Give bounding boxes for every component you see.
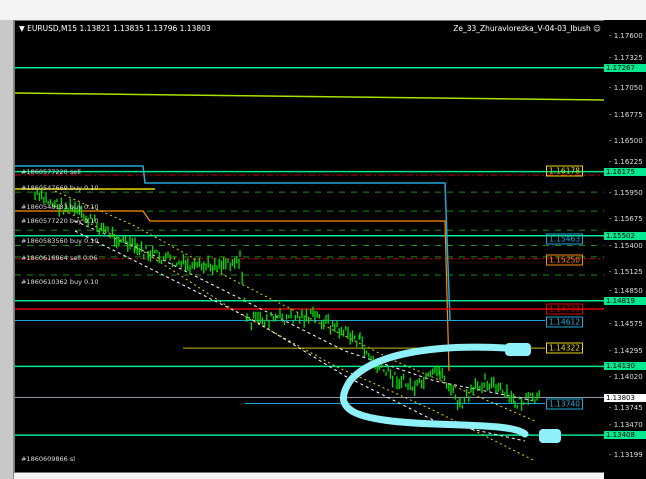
price-chart[interactable]: #1860577220 sell #1860547669 buy 0.10 #186… bbox=[14, 20, 606, 473]
price-tick: - 1.14850 bbox=[609, 286, 643, 295]
order-price-box[interactable]: 1.14733 bbox=[546, 303, 584, 315]
price-axis[interactable]: 1.17267 1.16175 1.15502 1.14819 1.14130 1.134… bbox=[604, 20, 646, 479]
smiley-icon: ☺ bbox=[593, 24, 601, 33]
order-label: #1860577220 sell bbox=[21, 168, 81, 177]
level-price-tag: 1.13803 bbox=[604, 393, 646, 402]
price-tick: - 1.13470 bbox=[609, 421, 643, 430]
order-label: #1860547669 buy 0.10 bbox=[21, 184, 99, 193]
chart-header: ▼ EURUSD,M15 1.13821 1.13835 1.13796 1.1… bbox=[19, 24, 211, 33]
price-tick: - 1.15125 bbox=[609, 267, 643, 276]
price-tick: - 1.15950 bbox=[609, 189, 643, 198]
level-price-tag: 1.16175 bbox=[604, 167, 646, 176]
level-price-tag: 1.13408 bbox=[604, 431, 646, 440]
price-tick: - 1.17050 bbox=[609, 84, 643, 93]
order-label: #1860616864 sell 0.06 bbox=[21, 253, 98, 262]
order-price-box[interactable]: 1.13740 bbox=[546, 398, 584, 409]
order-price-box[interactable]: 1.15463 bbox=[546, 233, 584, 245]
level-price-tag: 1.17267 bbox=[604, 63, 646, 72]
ohlc-values: 1.13821 1.13835 1.13796 1.13803 bbox=[79, 24, 211, 33]
order-price-box[interactable]: 1.16178 bbox=[546, 165, 584, 177]
expert-advisor-label[interactable]: Ze_33_Zhuravlorezka_V-04-03_Ibush ☺ bbox=[453, 24, 601, 33]
channel-line bbox=[54, 205, 536, 462]
price-tick: - 1.16775 bbox=[609, 110, 643, 119]
level-price-tag: 1.15502 bbox=[604, 231, 646, 240]
price-tick: - 1.17325 bbox=[609, 53, 643, 62]
order-label: #1860583560 buy 0.10 bbox=[21, 236, 99, 245]
price-tick: - 1.13745 bbox=[609, 403, 643, 412]
left-toolbar-strip bbox=[0, 20, 14, 479]
price-tick: - 1.16500 bbox=[609, 136, 643, 145]
price-tick: - 1.14020 bbox=[609, 372, 643, 381]
channel-line bbox=[54, 190, 536, 422]
order-label: #1860548183 buy 0.10 bbox=[21, 203, 99, 212]
order-price-box[interactable]: 1.14612 bbox=[546, 316, 584, 328]
price-tick: - 1.17600 bbox=[609, 32, 643, 40]
order-label: #1860610362 buy 0.10 bbox=[21, 277, 99, 286]
price-tick: - 1.15675 bbox=[609, 215, 643, 224]
trend-line bbox=[15, 92, 605, 101]
order-label: #1860609866 sl bbox=[21, 454, 76, 463]
stop-line-blue bbox=[15, 165, 451, 322]
price-tick: - 1.13199 bbox=[609, 451, 643, 460]
channel-line bbox=[74, 220, 536, 402]
expert-name: Ze_33_Zhuravlorezka_V-04-03_Ibush bbox=[453, 24, 591, 33]
level-price-tag: 1.14819 bbox=[604, 296, 646, 305]
price-tick: - 1.14295 bbox=[609, 346, 643, 355]
order-price-box[interactable]: 1.15250 bbox=[546, 254, 584, 266]
symbol-label: EURUSD,M15 bbox=[27, 24, 78, 33]
order-price-box[interactable]: 1.14322 bbox=[546, 342, 584, 354]
chart-canvas[interactable] bbox=[15, 21, 605, 472]
stop-line-orange bbox=[15, 210, 450, 372]
collapse-triangle-icon[interactable]: ▼ bbox=[19, 24, 25, 33]
price-tick: - 1.16225 bbox=[609, 157, 643, 166]
hand-drawn-annotation bbox=[505, 343, 531, 356]
price-tick: - 1.14575 bbox=[609, 320, 643, 328]
level-price-tag: 1.14130 bbox=[604, 362, 646, 371]
price-tick: - 1.15400 bbox=[609, 241, 643, 250]
order-label: #1860577220 buy 0.10 bbox=[21, 216, 99, 225]
hand-drawn-annotation bbox=[340, 343, 529, 438]
hand-drawn-annotation bbox=[539, 429, 561, 443]
